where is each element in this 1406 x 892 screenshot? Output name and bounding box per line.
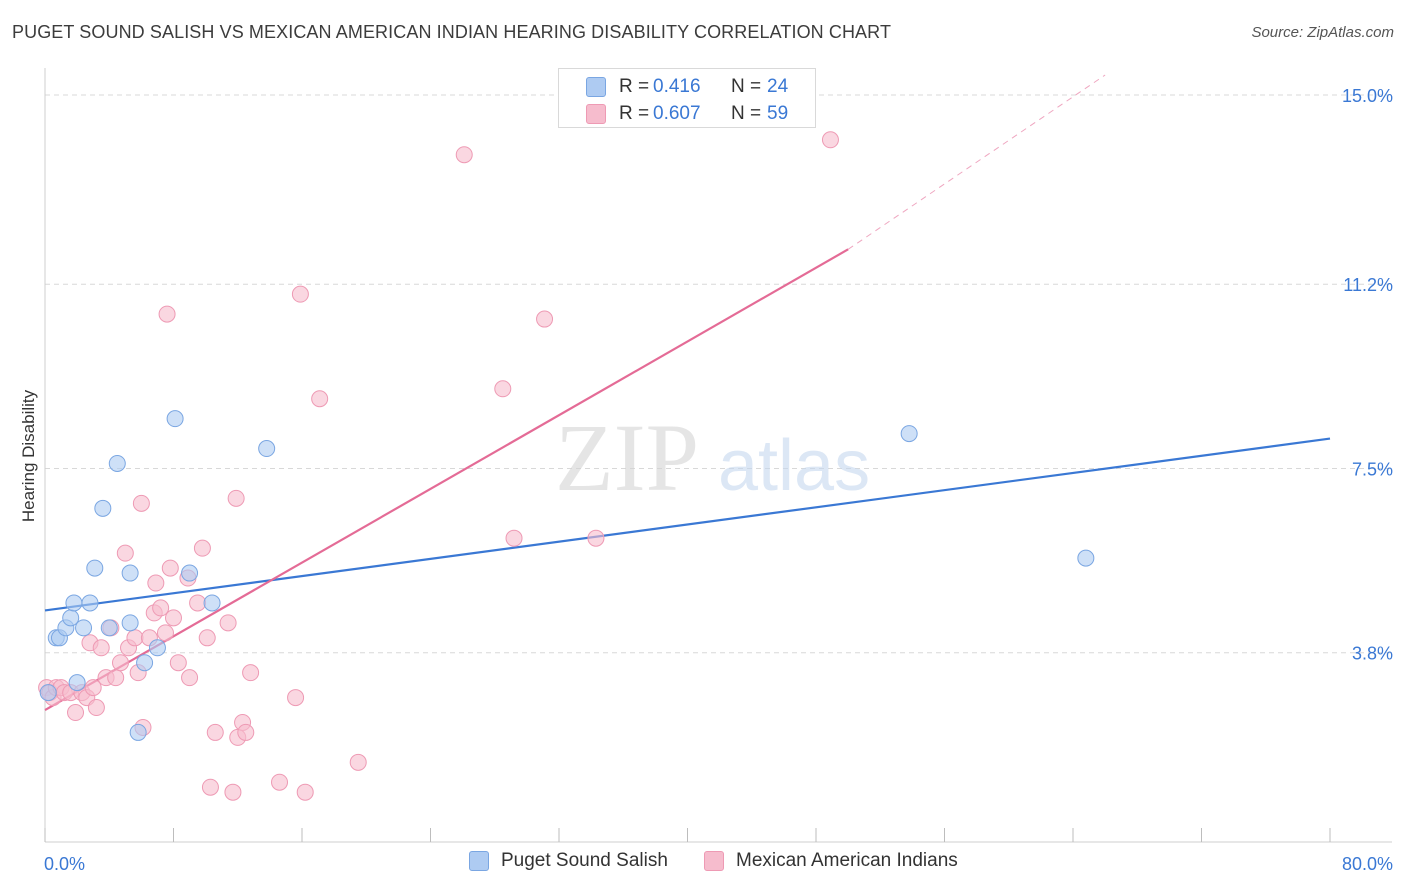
point-puget-sound-salish <box>148 639 166 657</box>
chart-title: PUGET SOUND SALISH VS MEXICAN AMERICAN I… <box>12 22 892 42</box>
point-puget-sound-salish <box>258 440 276 458</box>
point-puget-sound-salish <box>65 594 83 612</box>
point-mexican-american-indians <box>505 529 523 547</box>
point-mexican-american-indians <box>156 624 174 642</box>
legend-swatch-pink <box>704 851 724 871</box>
watermark-atlas: atlas <box>718 426 870 506</box>
point-mexican-american-indians <box>494 380 512 398</box>
r-label: R = <box>619 103 650 124</box>
r-value: 0.416 <box>653 76 701 97</box>
y-tick-label: 3.8% <box>1352 644 1393 664</box>
point-mexican-american-indians <box>87 699 105 717</box>
point-puget-sound-salish <box>181 564 199 582</box>
point-mexican-american-indians <box>219 614 237 632</box>
axes <box>44 68 1392 843</box>
data-points <box>38 131 1095 801</box>
point-mexican-american-indians <box>84 679 102 697</box>
point-puget-sound-salish <box>81 594 99 612</box>
n-value: 24 <box>767 76 789 97</box>
legend-swatch-blue <box>469 851 489 871</box>
grid-lines <box>45 94 1392 654</box>
point-mexican-american-indians <box>161 559 179 577</box>
point-puget-sound-salish <box>121 564 139 582</box>
point-puget-sound-salish <box>129 723 147 741</box>
point-puget-sound-salish <box>75 619 93 637</box>
point-mexican-american-indians <box>189 594 207 612</box>
point-mexican-american-indians <box>227 489 245 507</box>
point-mexican-american-indians <box>296 783 314 801</box>
point-mexican-american-indians <box>349 753 367 771</box>
point-mexican-american-indians <box>111 654 129 672</box>
legend-label: Mexican American Indians <box>736 850 958 871</box>
point-puget-sound-salish <box>900 425 918 443</box>
point-mexican-american-indians <box>67 704 85 722</box>
trend-line-puget-sound-salish <box>44 437 1331 612</box>
legend-swatch-pink <box>586 104 606 124</box>
legend-item-puget[interactable]: Puget Sound Salish <box>469 850 668 872</box>
point-puget-sound-salish <box>203 594 221 612</box>
x-tick-label: 0.0% <box>44 854 85 874</box>
point-mexican-american-indians <box>107 669 125 687</box>
point-mexican-american-indians <box>147 574 165 592</box>
point-puget-sound-salish <box>68 674 86 692</box>
r-value: 0.607 <box>653 103 701 124</box>
y-tick-label: 11.2% <box>1343 275 1393 295</box>
point-mexican-american-indians <box>198 629 216 647</box>
point-mexican-american-indians <box>536 310 554 328</box>
point-mexican-american-indians <box>126 629 144 647</box>
n-label: N = <box>731 103 762 124</box>
point-mexican-american-indians <box>271 773 289 791</box>
correlation-legend: R = 0.416 N = 24 R = 0.607 N = 59 <box>558 68 816 128</box>
point-mexican-american-indians <box>132 494 150 512</box>
trend-line-mexican-american-indians <box>44 248 849 711</box>
y-tick-label: 7.5% <box>1352 459 1393 479</box>
point-puget-sound-salish <box>39 684 57 702</box>
point-puget-sound-salish <box>100 619 118 637</box>
n-value: 59 <box>767 103 789 124</box>
y-axis-label: Hearing Disability <box>19 389 38 522</box>
r-label: R = <box>619 76 650 97</box>
point-puget-sound-salish <box>1077 549 1095 567</box>
watermark: ZIP atlas <box>555 404 870 511</box>
n-label: N = <box>731 76 762 97</box>
point-mexican-american-indians <box>181 669 199 687</box>
point-mexican-american-indians <box>224 783 242 801</box>
point-mexican-american-indians <box>152 599 170 617</box>
point-puget-sound-salish <box>86 559 104 577</box>
x-tick-label: 80.0% <box>1342 854 1393 874</box>
point-mexican-american-indians <box>193 539 211 557</box>
tick-labels: 3.8% 7.5% 11.2% 15.0% 0.0% 80.0% <box>44 86 1393 874</box>
point-mexican-american-indians <box>116 544 134 562</box>
point-mexican-american-indians <box>242 664 260 682</box>
point-mexican-american-indians <box>455 146 473 164</box>
legend-label: Puget Sound Salish <box>501 850 668 871</box>
legend-item-mexican[interactable]: Mexican American Indians <box>704 850 958 872</box>
watermark-zip: ZIP <box>555 404 699 511</box>
point-puget-sound-salish <box>121 614 139 632</box>
point-mexican-american-indians <box>287 689 305 707</box>
point-mexican-american-indians <box>821 131 839 149</box>
point-puget-sound-salish <box>108 454 126 472</box>
legend-swatch-blue <box>586 77 606 97</box>
point-mexican-american-indians <box>165 609 182 627</box>
trend-line-extension <box>847 74 1106 250</box>
point-mexican-american-indians <box>158 305 176 323</box>
y-tick-label: 15.0% <box>1342 86 1393 106</box>
point-puget-sound-salish <box>94 499 112 517</box>
point-mexican-american-indians <box>92 639 110 657</box>
point-mexican-american-indians <box>291 285 309 303</box>
point-mexican-american-indians <box>201 778 219 796</box>
point-puget-sound-salish <box>166 410 184 428</box>
trend-lines <box>44 74 1331 711</box>
series-legend: Puget Sound Salish Mexican American Indi… <box>0 850 1406 878</box>
source-label: Source: ZipAtlas.com <box>1251 24 1394 41</box>
point-mexican-american-indians <box>587 529 605 547</box>
point-mexican-american-indians <box>237 723 255 741</box>
point-puget-sound-salish <box>136 654 154 672</box>
point-mexican-american-indians <box>206 723 224 741</box>
point-mexican-american-indians <box>311 390 329 408</box>
point-mexican-american-indians <box>169 654 187 672</box>
